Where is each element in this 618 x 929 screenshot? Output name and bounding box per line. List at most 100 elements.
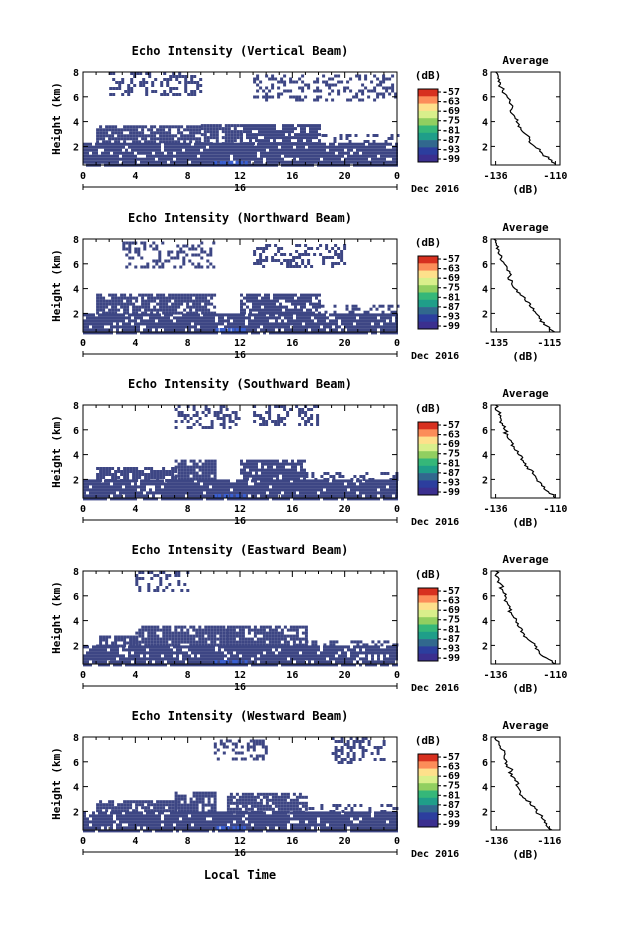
- echo-cell: [213, 628, 217, 632]
- echo-cell: [183, 465, 187, 469]
- echo-cell: [302, 145, 305, 149]
- average-title: Average: [502, 221, 549, 234]
- echo-cell: [230, 657, 233, 661]
- avg-y-tick-label: 8: [482, 68, 488, 79]
- echo-cell: [248, 319, 251, 323]
- echo-cell: [239, 151, 242, 155]
- echo-cell: [195, 125, 199, 129]
- echo-cell: [347, 160, 350, 164]
- echo-cell: [332, 488, 335, 492]
- echo-cell: [296, 151, 299, 155]
- echo-cell: [316, 89, 320, 93]
- echo-cell: [353, 648, 356, 652]
- echo-cell: [296, 160, 299, 164]
- echo-cell: [311, 488, 314, 492]
- echo-cell: [233, 142, 236, 146]
- echo-cell: [218, 322, 221, 326]
- echo-cell: [122, 154, 125, 158]
- echo-cell: [197, 151, 200, 155]
- echo-cell: [257, 663, 260, 667]
- echo-cell: [295, 262, 299, 265]
- echo-cell: [236, 651, 239, 655]
- echo-cell: [128, 262, 132, 266]
- echo-cell: [371, 482, 374, 486]
- echo-cell: [296, 145, 299, 149]
- echo-cell: [150, 131, 154, 135]
- echo-cell: [119, 331, 122, 335]
- echo-cell: [155, 654, 158, 658]
- echo-cell: [209, 328, 212, 332]
- echo-cell: [203, 139, 207, 143]
- echo-cell: [180, 625, 184, 629]
- echo-cell: [210, 420, 214, 423]
- y-tick-label: 4: [73, 285, 79, 296]
- echo-cell: [351, 307, 355, 311]
- echo-cell: [162, 631, 166, 635]
- echo-cell: [86, 657, 89, 661]
- echo-cell: [125, 151, 128, 155]
- echo-cell: [132, 125, 136, 129]
- echo-cell: [248, 145, 251, 149]
- echo-cell: [252, 477, 255, 481]
- echo-cell-strong: [214, 161, 218, 165]
- echo-cell: [98, 657, 101, 661]
- echo-cell: [316, 420, 320, 423]
- echo-cell: [143, 244, 147, 248]
- echo-cell: [224, 136, 228, 140]
- echo-cell: [86, 482, 89, 486]
- echo-cell: [116, 157, 119, 161]
- echo-cell: [243, 124, 246, 128]
- echo-cell: [191, 316, 194, 320]
- echo-cell: [152, 651, 155, 655]
- echo-cell: [146, 313, 149, 317]
- echo-cell: [153, 631, 157, 635]
- colorbar-swatch: [418, 458, 438, 467]
- echo-cell: [105, 644, 109, 648]
- echo-cell: [130, 78, 134, 81]
- echo-cell: [96, 134, 100, 138]
- echo-cell: [309, 299, 312, 303]
- echo-cell-strong: [223, 161, 226, 165]
- echo-cell: [248, 491, 251, 495]
- echo-cell: [159, 473, 163, 476]
- echo-cell: [129, 302, 133, 306]
- echo-cell: [251, 494, 254, 498]
- echo-cell: [267, 465, 270, 469]
- echo-cell: [179, 265, 183, 269]
- echo-cell: [167, 313, 170, 317]
- echo-cell: [239, 316, 242, 320]
- echo-cell: [96, 473, 100, 476]
- echo-cell: [131, 497, 134, 501]
- echo-cell: [206, 648, 209, 652]
- echo-cell: [174, 311, 178, 315]
- echo-cell: [302, 657, 305, 661]
- echo-cell: [144, 137, 148, 141]
- echo-cell: [213, 411, 217, 414]
- echo-cell: [209, 157, 212, 161]
- echo-cell: [195, 296, 199, 300]
- echo-cell: [221, 142, 225, 146]
- echo-cell: [260, 497, 263, 501]
- echo-cell: [167, 259, 171, 263]
- echo-cell: [299, 145, 302, 149]
- echo-cell: [203, 657, 206, 661]
- echo-cell: [291, 459, 294, 463]
- echo-cell: [376, 83, 380, 87]
- echo-cell: [194, 494, 197, 498]
- echo-cell: [350, 316, 353, 320]
- echo-cell: [329, 648, 332, 652]
- echo-cell: [206, 491, 209, 495]
- echo-cell: [258, 468, 261, 472]
- echo-cell: [233, 313, 236, 317]
- echo-cell: [320, 328, 323, 332]
- echo-cell: [224, 325, 227, 329]
- echo-cell: [179, 148, 182, 152]
- echo-cell: [197, 148, 200, 152]
- echo-cell: [191, 319, 194, 323]
- echo-cell: [362, 142, 365, 146]
- echo-cell: [306, 296, 309, 300]
- echo-cell: [165, 296, 169, 300]
- echo-cell: [317, 654, 320, 658]
- echo-cell: [300, 142, 303, 146]
- echo-cell: [314, 478, 318, 481]
